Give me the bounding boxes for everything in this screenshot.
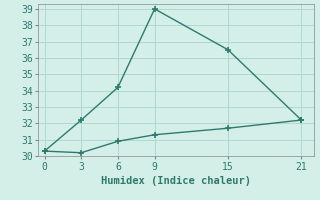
X-axis label: Humidex (Indice chaleur): Humidex (Indice chaleur) xyxy=(101,176,251,186)
